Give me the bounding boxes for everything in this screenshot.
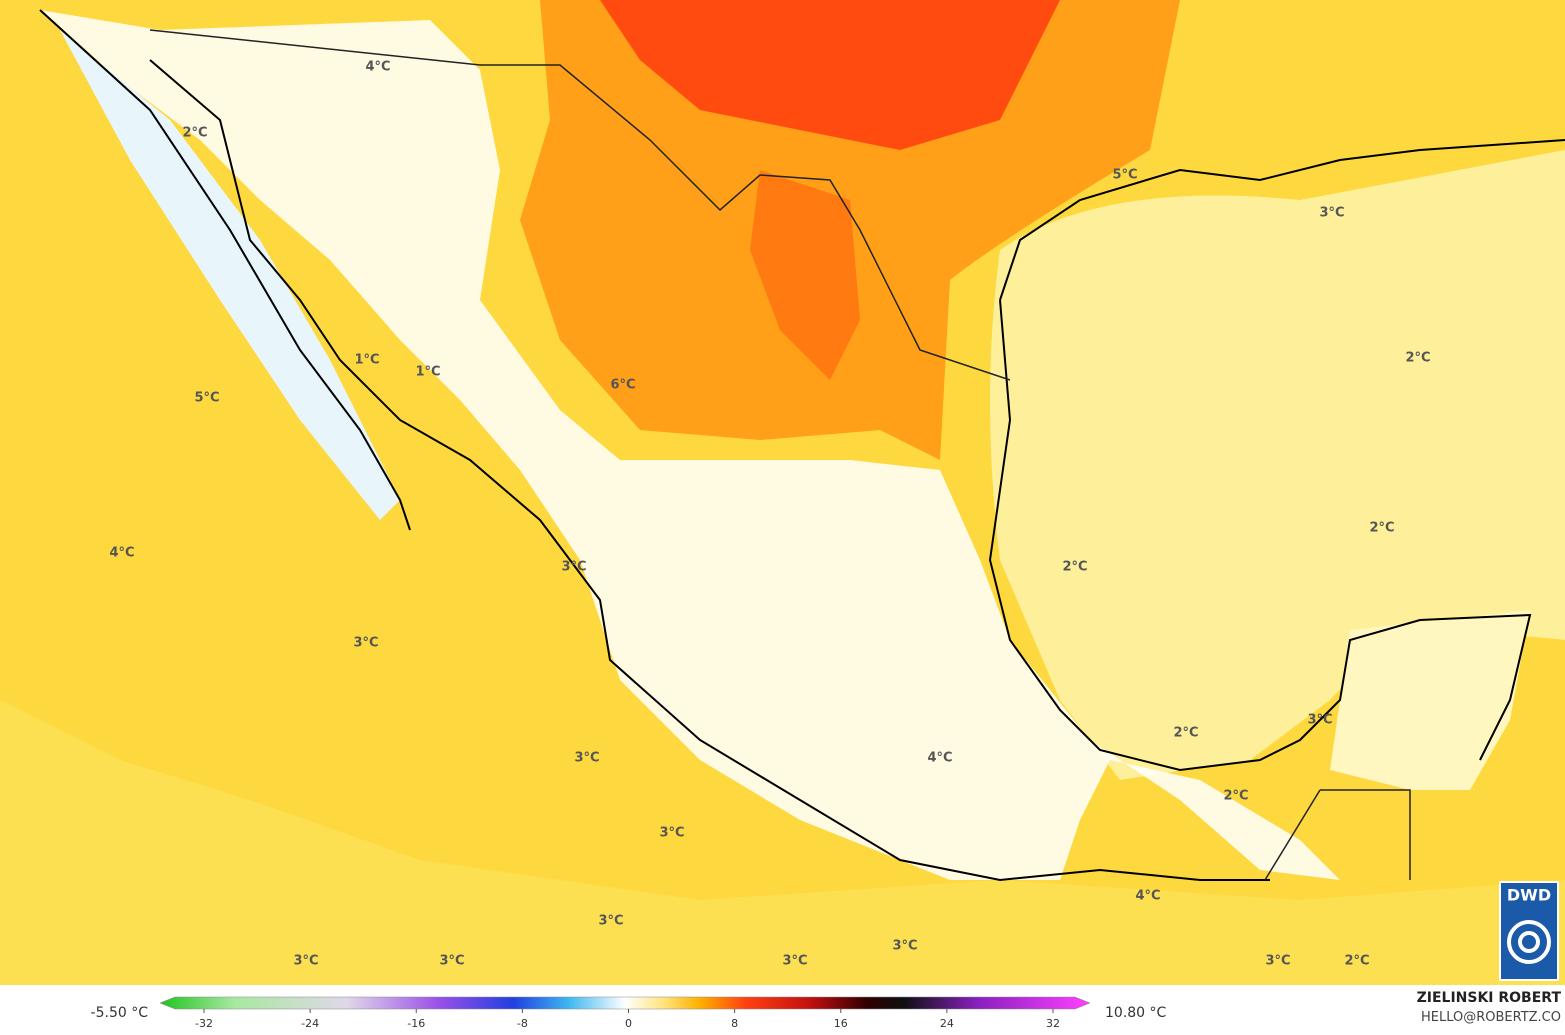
logo-text: DWD <box>1507 886 1551 905</box>
map: 4°C 2°C 5°C 3°C 1°C 1°C 2°C 6°C 5°C 2°C 4°C 2°C 3°C 3… <box>0 0 1565 985</box>
hot-field <box>750 170 860 380</box>
temp-label: 6°C <box>610 378 635 393</box>
temp-label: 3°C <box>574 751 599 766</box>
temp-label: 3°C <box>439 954 464 969</box>
temp-label: 2°C <box>1062 560 1087 575</box>
max-label: 10.80 °C <box>1105 1005 1167 1021</box>
temp-label: 2°C <box>1223 789 1248 804</box>
temp-label: 4°C <box>365 60 390 75</box>
temp-label: 2°C <box>1173 726 1198 741</box>
tick-label: 24 <box>940 1017 954 1030</box>
legend-bg <box>0 985 1565 1035</box>
hot-field <box>600 0 1060 150</box>
temp-label: 4°C <box>1135 889 1160 904</box>
temp-label: 3°C <box>782 954 807 969</box>
temp-label: 3°C <box>1265 954 1290 969</box>
credit-email: HELLO@ROBERTZ.CO <box>1421 1010 1561 1025</box>
tick-label: 0 <box>625 1017 632 1030</box>
temp-label: 3°C <box>659 826 684 841</box>
logo-spiral <box>1518 931 1540 953</box>
temp-label: 3°C <box>353 636 378 651</box>
temp-label: 2°C <box>1344 954 1369 969</box>
tick-label: 16 <box>834 1017 848 1030</box>
temp-label: 3°C <box>598 914 623 929</box>
temp-label: 3°C <box>1319 206 1344 221</box>
min-label: -5.50 °C <box>91 1005 149 1021</box>
coastline <box>39 9 1565 882</box>
temp-label: 1°C <box>415 365 440 380</box>
tick-label: 32 <box>1046 1017 1060 1030</box>
tick-label: -24 <box>301 1017 319 1030</box>
peninsula-field <box>1330 610 1530 790</box>
temp-label: 3°C <box>561 560 586 575</box>
temp-label: 4°C <box>927 751 952 766</box>
temp-label: 2°C <box>182 126 207 141</box>
dwd-logo: DWD <box>1499 881 1559 981</box>
field <box>0 700 1565 985</box>
temp-label: 5°C <box>1112 168 1137 183</box>
temp-label: 4°C <box>109 546 134 561</box>
temp-label: 2°C <box>1405 351 1430 366</box>
land-field <box>40 10 1340 880</box>
temp-label: 3°C <box>1307 713 1332 728</box>
logo-spiral <box>1507 920 1551 964</box>
tick-label: -8 <box>517 1017 528 1030</box>
colorbar-bar <box>159 996 1091 1010</box>
border <box>149 29 1411 881</box>
temp-label: 2°C <box>1369 521 1394 536</box>
map-labels: 4°C 2°C 5°C 3°C 1°C 1°C 2°C 6°C 5°C 2°C 4°C 2°C 3°C 3… <box>109 60 1430 969</box>
colorbar: -5.50 °C 10.80 °C ZIELINSKI ROBERT HELLO… <box>0 985 1565 1035</box>
temp-label: 3°C <box>892 939 917 954</box>
tick-label: -32 <box>195 1017 213 1030</box>
cool-field <box>60 30 400 520</box>
temp-label: 3°C <box>293 954 318 969</box>
credit-name: ZIELINSKI ROBERT <box>1417 990 1562 1006</box>
temp-label: 1°C <box>354 353 379 368</box>
tick-label: 8 <box>731 1017 738 1030</box>
temp-label: 5°C <box>194 391 219 406</box>
tick-label: -16 <box>407 1017 425 1030</box>
